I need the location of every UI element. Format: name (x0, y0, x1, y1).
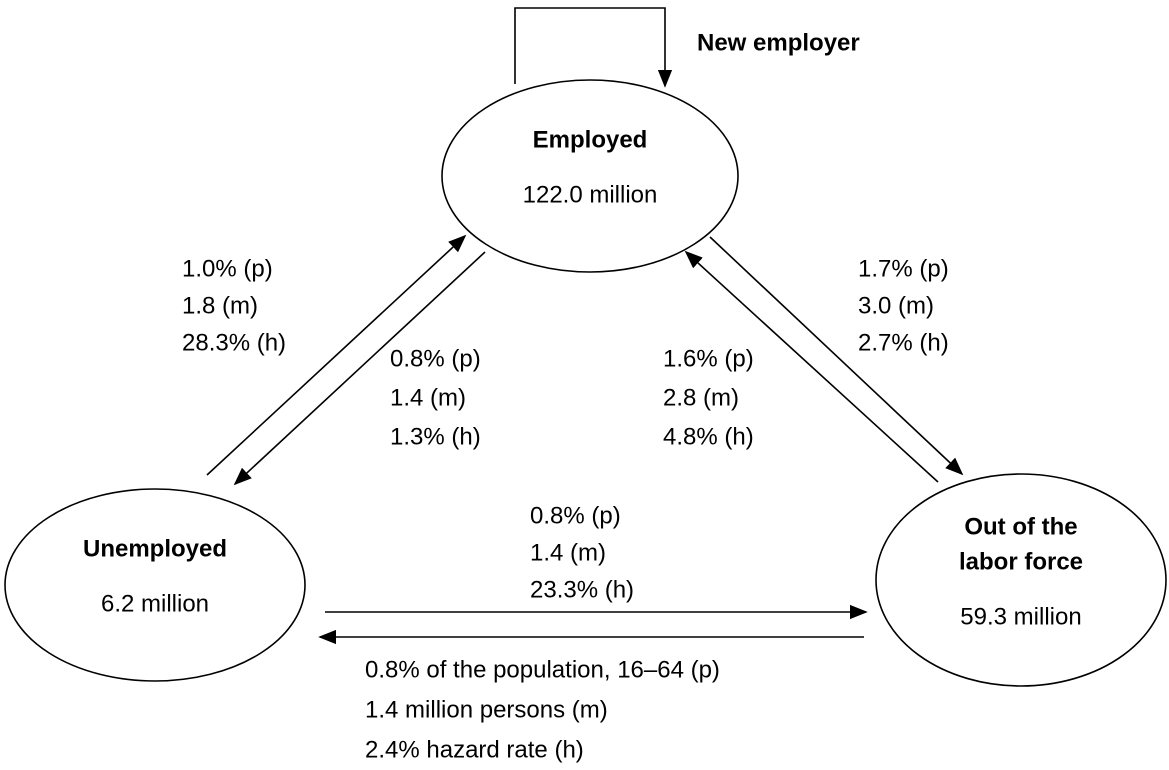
edge-label: 0.8% (p) (390, 345, 481, 372)
edge-label: 3.0 (m) (858, 292, 934, 319)
node-label: Unemployed (83, 535, 227, 562)
node-out-of-labor-force (875, 473, 1167, 687)
node-label: labor force (959, 548, 1083, 575)
arrow (709, 236, 964, 476)
node-label: Employed (533, 126, 648, 153)
edge-label: 2.4% hazard rate (h) (365, 736, 584, 763)
edge-label: 4.8% (h) (663, 423, 754, 450)
loop-label: New employer (697, 29, 860, 56)
node-employed (441, 79, 739, 273)
arrow (206, 234, 467, 476)
edge-label: 23.3% (h) (530, 576, 634, 603)
edge-label: 28.3% (h) (182, 329, 286, 356)
edge-label: 1.3% (h) (390, 423, 481, 450)
edge-label: 1.4 million persons (m) (365, 696, 608, 723)
arrow (684, 250, 939, 483)
loop-arrow (514, 7, 673, 88)
edge-label: 1.0% (p) (182, 255, 273, 282)
node-value: 6.2 million (101, 590, 209, 617)
edge-label: 1.7% (p) (858, 255, 949, 282)
edge-label: 1.6% (p) (663, 345, 754, 372)
edge-label: 2.7% (h) (858, 329, 949, 356)
edge-label: 1.4 (m) (390, 384, 466, 411)
node-unemployed (4, 488, 306, 682)
node-value: 59.3 million (960, 603, 1081, 630)
edge-label: 1.8 (m) (182, 292, 258, 319)
edge-label: 1.4 (m) (530, 539, 606, 566)
node-label: Out of the (964, 513, 1077, 540)
edge-label: 0.8% of the population, 16–64 (p) (365, 656, 720, 683)
arrow (233, 251, 486, 486)
edge-label: 2.8 (m) (663, 384, 739, 411)
node-value: 122.0 million (523, 181, 658, 208)
edge-label: 0.8% (p) (530, 502, 621, 529)
